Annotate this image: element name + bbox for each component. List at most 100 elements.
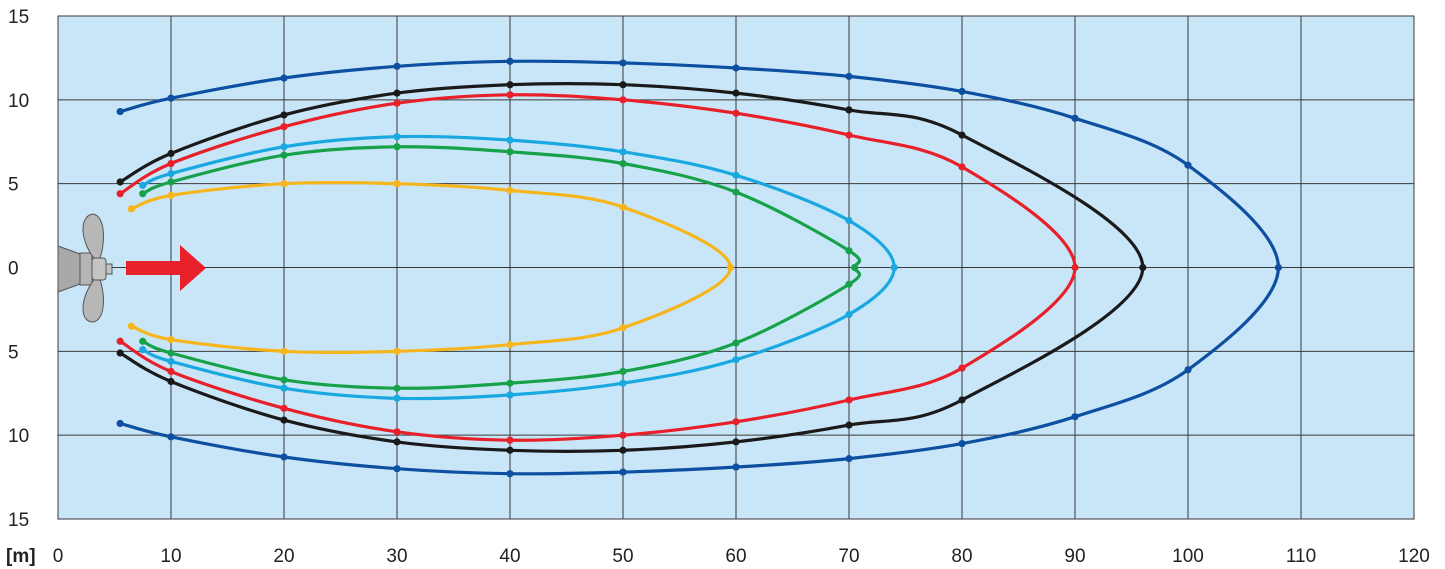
data-point <box>732 356 740 364</box>
data-point <box>732 171 740 179</box>
data-point <box>280 416 288 424</box>
data-point <box>280 123 288 131</box>
data-point <box>845 455 853 463</box>
icon-layer <box>57 213 206 323</box>
series-3 <box>116 91 1079 444</box>
data-point <box>1071 114 1079 122</box>
data-point <box>280 376 288 384</box>
data-point <box>845 310 853 319</box>
data-point <box>845 396 853 404</box>
x-tick-label: 80 <box>951 546 972 567</box>
x-tick-label: 40 <box>499 546 520 567</box>
propeller-icon <box>57 213 113 323</box>
data-point <box>958 396 966 404</box>
data-point <box>845 421 853 429</box>
thrust-arrow-icon <box>126 245 206 291</box>
series-5 <box>139 143 862 392</box>
data-point <box>845 247 853 255</box>
data-point <box>958 87 966 96</box>
data-point <box>506 148 514 156</box>
data-point <box>845 216 853 225</box>
data-point <box>280 180 288 188</box>
data-point <box>619 159 627 168</box>
data-point <box>619 324 627 332</box>
data-point <box>732 188 740 196</box>
data-point <box>139 181 147 189</box>
data-point <box>393 133 401 141</box>
data-point <box>619 468 627 476</box>
data-point <box>506 391 514 399</box>
x-tick-label: 100 <box>1172 546 1204 567</box>
data-point <box>167 159 175 168</box>
y-tick-label: 10 <box>8 426 29 447</box>
data-point <box>845 106 853 114</box>
data-point <box>506 446 514 454</box>
y-tick-label: 0 <box>8 259 19 280</box>
data-point <box>732 64 740 72</box>
data-point <box>393 89 401 97</box>
y-tick-label: 5 <box>8 175 19 196</box>
data-point <box>393 394 401 402</box>
data-point <box>127 205 136 213</box>
data-point <box>127 322 136 330</box>
data-point <box>393 99 401 107</box>
data-point <box>619 379 627 387</box>
x-axis-unit-label: [m] <box>6 546 36 567</box>
data-point <box>726 263 734 272</box>
data-point <box>139 346 147 354</box>
data-point <box>167 335 175 344</box>
data-point <box>619 446 627 454</box>
data-point <box>393 180 401 188</box>
x-tick-label: 90 <box>1064 546 1085 567</box>
data-point <box>506 341 514 349</box>
y-tick-label: 15 <box>8 7 29 28</box>
data-point <box>619 203 627 211</box>
data-point <box>1274 263 1282 272</box>
y-tick-label: 10 <box>8 91 29 112</box>
data-point <box>116 190 124 198</box>
data-point <box>280 453 288 461</box>
data-point <box>890 263 898 272</box>
data-point <box>167 149 175 158</box>
data-point <box>167 377 175 386</box>
data-point <box>732 438 740 446</box>
data-point <box>619 59 627 67</box>
data-point <box>619 148 627 156</box>
data-point <box>116 419 124 428</box>
data-point <box>280 404 288 412</box>
data-point <box>393 384 401 392</box>
data-point <box>167 349 175 357</box>
data-point <box>167 191 175 200</box>
x-tick-label: 120 <box>1398 546 1430 567</box>
data-point <box>958 163 966 171</box>
data-point <box>506 91 514 99</box>
series-1 <box>116 57 1282 478</box>
data-point <box>958 131 966 139</box>
x-tick-label: 20 <box>273 546 294 567</box>
data-point <box>280 74 288 82</box>
series-6 <box>127 180 734 355</box>
data-point <box>732 89 740 97</box>
data-point <box>280 111 288 119</box>
data-point <box>393 428 401 436</box>
data-point <box>139 190 147 198</box>
data-point <box>393 347 401 355</box>
data-point <box>167 433 175 441</box>
x-tick-label: 10 <box>160 546 181 567</box>
y-tick-label: 5 <box>8 342 19 363</box>
data-point <box>506 379 514 387</box>
data-point <box>732 339 740 347</box>
series-4 <box>139 133 898 402</box>
data-point <box>167 357 175 365</box>
data-point <box>1071 263 1079 272</box>
x-tick-label: 60 <box>725 546 746 567</box>
data-point <box>393 62 401 70</box>
y-tick-label: 15 <box>8 510 29 531</box>
data-point <box>732 463 740 471</box>
data-point <box>1139 263 1147 272</box>
data-point <box>393 438 401 446</box>
x-tick-label: 0 <box>53 546 64 567</box>
data-point <box>280 347 288 355</box>
x-tick-labels: 0 10 20 30 40 50 60 70 80 90 100 110 120 <box>53 546 1430 567</box>
